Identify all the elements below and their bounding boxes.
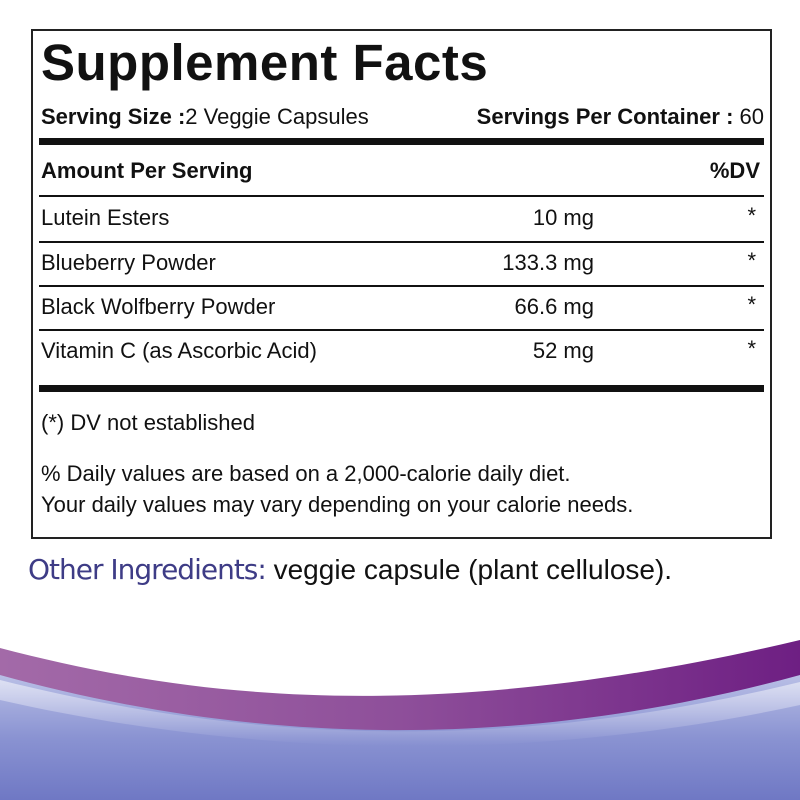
divider bbox=[39, 285, 764, 287]
serving-size: Serving Size :2 Veggie Capsules bbox=[41, 104, 369, 130]
ingredient-dv: * bbox=[747, 336, 756, 361]
ingredient-amount: 52 mg bbox=[532, 338, 594, 363]
divider bbox=[39, 195, 764, 197]
serving-info: Serving Size :2 Veggie Capsules Servings… bbox=[41, 104, 764, 130]
dv-header: %DV bbox=[709, 158, 760, 183]
daily-values-note-line2: Your daily values may vary depending on … bbox=[41, 492, 634, 517]
other-ingredients-value: veggie capsule (plant cellulose). bbox=[265, 554, 673, 585]
dv-not-established-note: (*) DV not established bbox=[41, 410, 255, 435]
ingredient-amount: 10 mg bbox=[532, 205, 594, 230]
ingredient-name: Blueberry Powder bbox=[41, 250, 216, 275]
divider-thick-bottom bbox=[39, 385, 764, 392]
other-ingredients-label: Other Ingredients: bbox=[28, 553, 267, 586]
serving-size-label: Serving Size : bbox=[41, 104, 186, 129]
servings-per-container-label: Servings Per Container : bbox=[476, 104, 734, 129]
table-row: Lutein Esters 10 mg * bbox=[39, 199, 764, 241]
other-ingredients: Other Ingredients: veggie capsule (plant… bbox=[28, 553, 672, 586]
table-header: Amount Per Serving %DV bbox=[41, 158, 760, 184]
divider bbox=[39, 241, 764, 243]
ingredient-amount: 66.6 mg bbox=[514, 294, 595, 319]
divider bbox=[39, 329, 764, 331]
ingredient-name: Vitamin C (as Ascorbic Acid) bbox=[41, 338, 317, 363]
ingredient-dv: * bbox=[747, 203, 756, 228]
table-row: Vitamin C (as Ascorbic Acid) 52 mg * bbox=[39, 332, 764, 374]
decorative-wave-graphic bbox=[0, 640, 800, 800]
ingredient-name: Black Wolfberry Powder bbox=[41, 294, 276, 319]
table-row: Blueberry Powder 133.3 mg * bbox=[39, 244, 764, 286]
servings-per-container-value: 60 bbox=[733, 104, 764, 129]
facts-title: Supplement Facts bbox=[41, 34, 489, 91]
servings-per-container: Servings Per Container : 60 bbox=[477, 104, 764, 130]
ingredient-name: Lutein Esters bbox=[41, 205, 170, 230]
supplement-facts-panel: Supplement Facts Serving Size :2 Veggie … bbox=[31, 29, 772, 539]
amount-per-serving-header: Amount Per Serving bbox=[41, 158, 253, 183]
ingredient-dv: * bbox=[747, 248, 756, 273]
daily-values-note-line1: % Daily values are based on a 2,000-calo… bbox=[41, 461, 571, 486]
divider-thick-top bbox=[39, 138, 764, 145]
ingredient-amount: 133.3 mg bbox=[502, 250, 594, 275]
ingredient-dv: * bbox=[747, 292, 756, 317]
serving-size-value: 2 Veggie Capsules bbox=[185, 104, 369, 129]
table-row: Black Wolfberry Powder 66.6 mg * bbox=[39, 288, 764, 330]
